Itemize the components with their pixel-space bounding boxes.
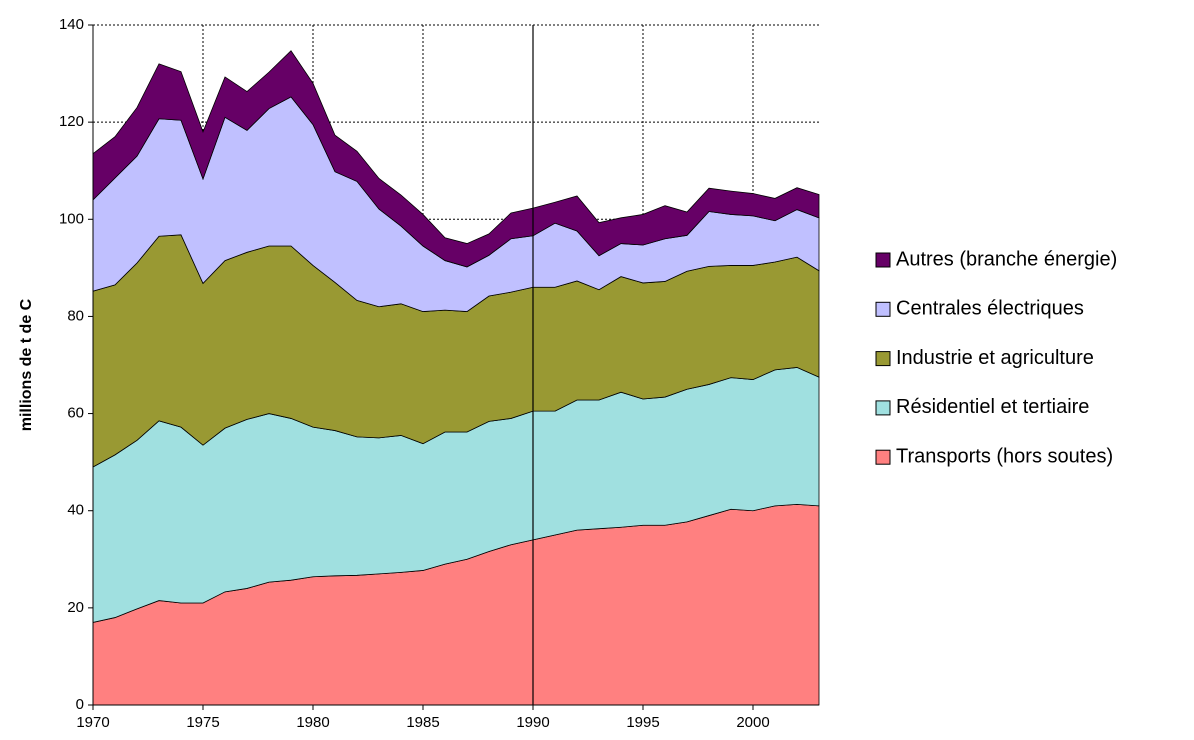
x-tick-label: 2000 <box>736 714 769 731</box>
y-axis-title: millions de t de C <box>18 298 35 431</box>
x-tick-label: 1985 <box>406 714 439 731</box>
x-tick-label: 1990 <box>516 714 549 731</box>
x-tick-label: 1995 <box>626 714 659 731</box>
x-tick-label: 1975 <box>186 714 219 731</box>
y-tick-label: 120 <box>59 113 84 130</box>
legend-label: Centrales électriques <box>896 298 1084 320</box>
legend-label: Autres (branche énergie) <box>896 248 1117 270</box>
legend-swatch <box>875 252 891 268</box>
legend-label: Résidentiel et tertiaire <box>896 396 1089 418</box>
legend-label: Industrie et agriculture <box>896 347 1094 369</box>
y-tick-label: 20 <box>67 599 84 616</box>
x-tick-label: 1970 <box>76 714 109 731</box>
y-tick-label: 40 <box>67 502 84 519</box>
y-tick-label: 140 <box>59 16 84 33</box>
y-tick-label: 60 <box>67 405 84 422</box>
legend-swatch <box>875 301 891 317</box>
y-tick-label: 80 <box>67 307 84 324</box>
legend-swatch <box>875 400 891 416</box>
area <box>92 50 820 268</box>
legend-swatch <box>875 351 891 367</box>
y-tick-label: 0 <box>76 696 84 713</box>
legend-swatch <box>875 449 891 465</box>
y-tick-label: 100 <box>59 210 84 227</box>
x-tick-label: 1980 <box>296 714 329 731</box>
legend-label: Transports (hors soutes) <box>896 445 1113 467</box>
